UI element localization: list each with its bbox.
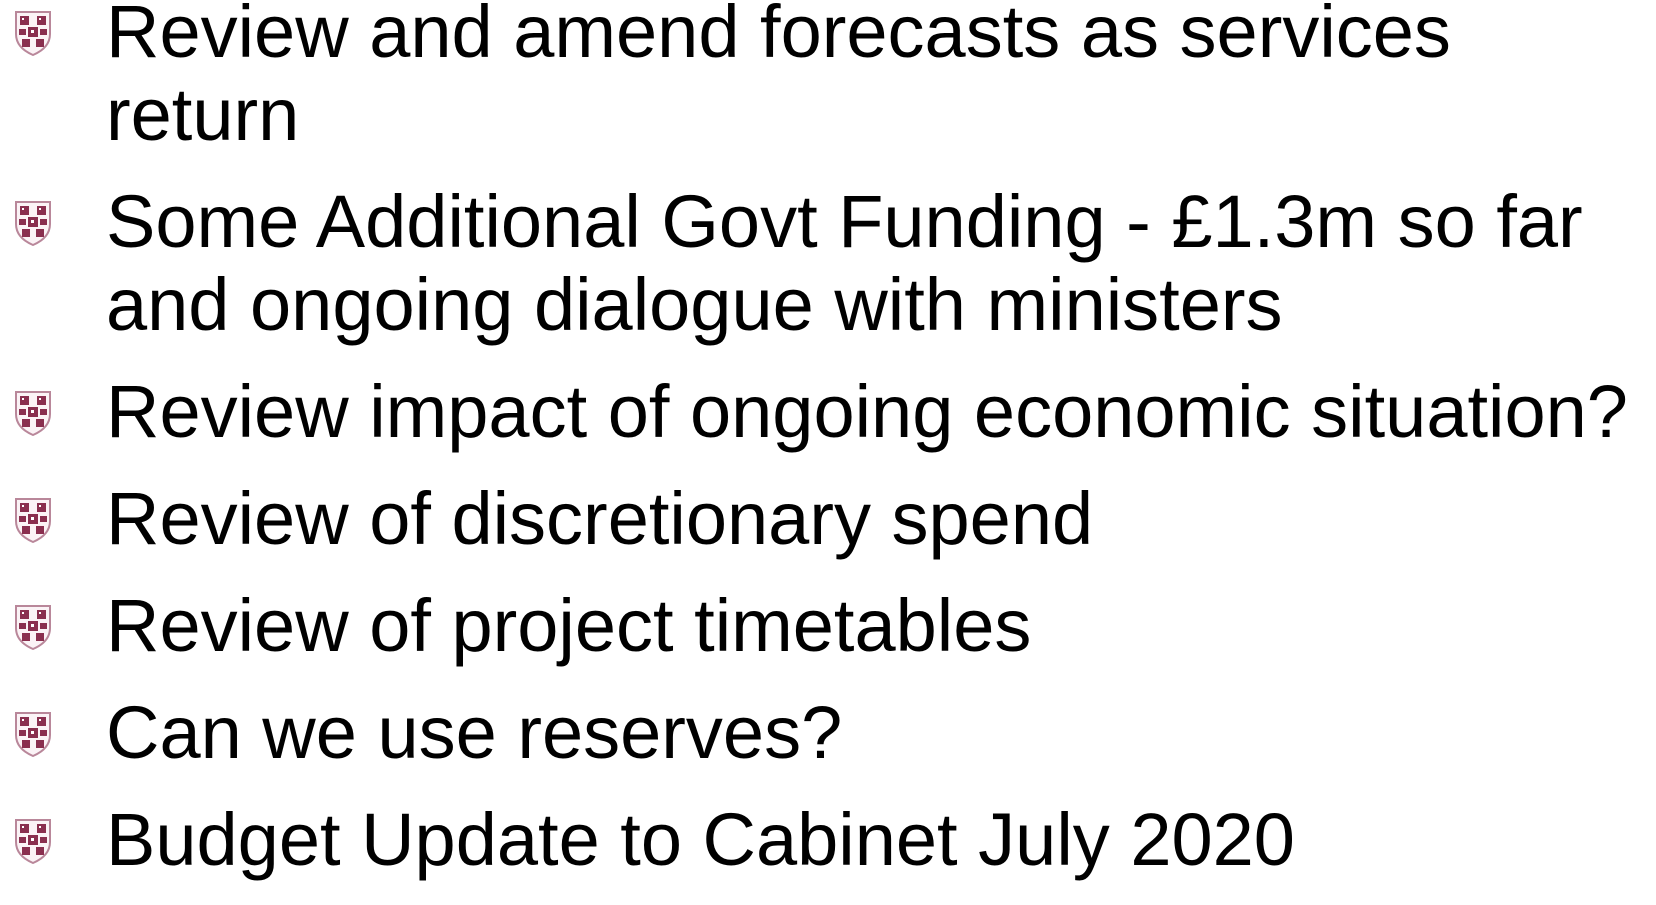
bullet-text: Review and amend forecasts as services r… [106,0,1451,156]
bullet-item: Some Additional Govt Funding - £1.3m so … [0,180,1656,346]
slide: Review and amend forecasts as services r… [15,0,1628,881]
bullet-icon [15,201,51,246]
bullet-item: Review of discretionary spend [0,477,1656,560]
bullet-icon [15,712,51,757]
bullet-item: Review impact of ongoing economic situat… [0,370,1656,453]
bullet-text: Review impact of ongoing economic situat… [106,370,1628,453]
bullet-icon [15,391,51,436]
bullet-icon [15,605,51,650]
bullet-text: Some Additional Govt Funding - £1.3m so … [106,180,1583,346]
bullet-text: Review of discretionary spend [106,477,1094,560]
bullet-icon [15,819,51,864]
bullet-item: Review of project timetables [0,584,1656,667]
bullet-item: Can we use reserves? [0,691,1656,774]
bullet-icon [15,11,51,56]
bullet-icon [15,498,51,543]
bullet-text: Review of project timetables [106,584,1032,667]
bullet-item: Review and amend forecasts as services r… [0,0,1656,156]
bullet-text: Budget Update to Cabinet July 2020 [106,798,1295,881]
bullet-text: Can we use reserves? [106,691,843,774]
bullet-item: Budget Update to Cabinet July 2020 [0,798,1656,881]
